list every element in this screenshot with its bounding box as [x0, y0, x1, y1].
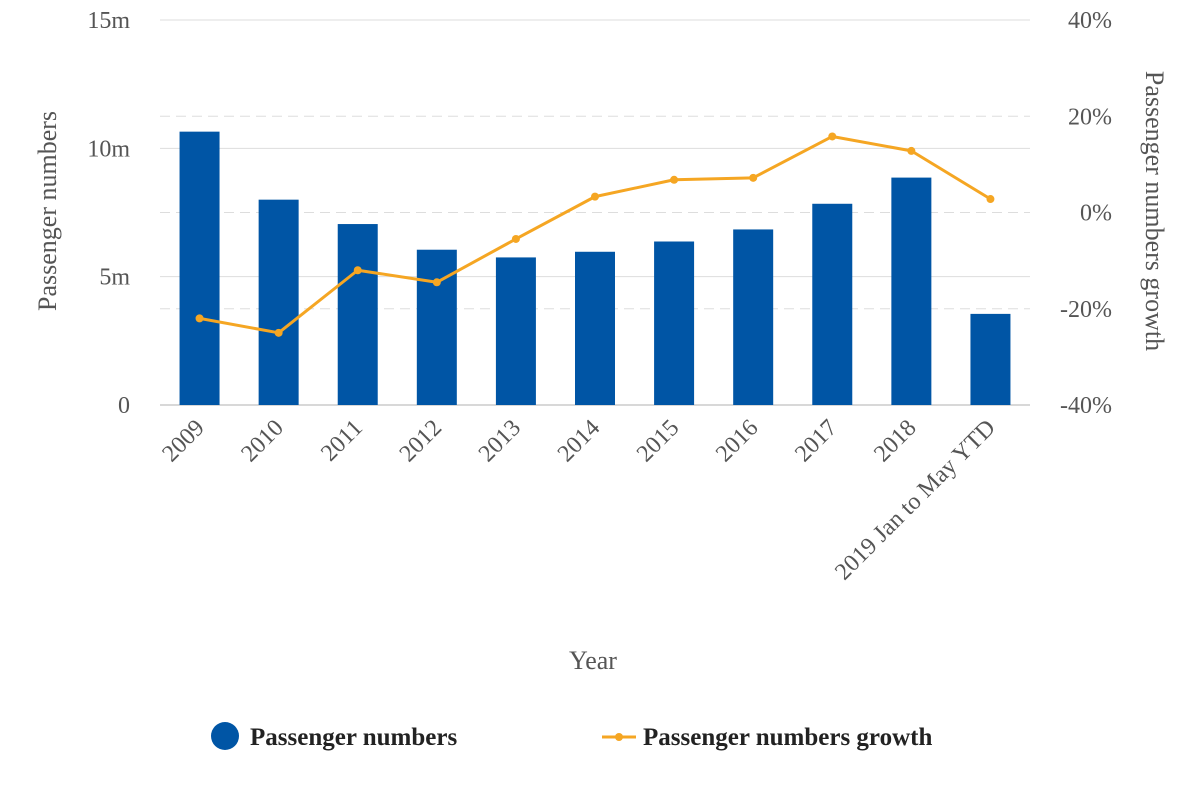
growth-point-2015 [670, 175, 679, 184]
bar-2017 [812, 203, 853, 405]
right-tick-40%: 40% [1068, 8, 1112, 34]
bar-2011 [337, 224, 378, 405]
line-series [195, 132, 995, 337]
x-tick-2019 Jan to May YTD: 2019 Jan to May YTD [830, 415, 1000, 585]
growth-point-2009 [195, 314, 204, 323]
x-tick-2015: 2015 [632, 415, 684, 467]
y-axis-left-title: Passenger numbers [33, 111, 62, 311]
bar-2016 [733, 229, 774, 405]
left-tick-10m: 10m [87, 136, 130, 162]
x-tick-2009: 2009 [157, 415, 209, 467]
legend-bar-swatch [211, 722, 239, 750]
legend: Passenger numbers Passenger numbers grow… [211, 722, 932, 751]
right-tick-0%: 0% [1080, 201, 1112, 227]
bar-series [179, 131, 1011, 405]
bar-2015 [654, 241, 695, 405]
legend-line-marker [615, 733, 623, 741]
x-tick-2011: 2011 [316, 415, 368, 467]
y-axis-right-title: Passenger numbers growth [1140, 71, 1169, 351]
x-tick-2014: 2014 [553, 415, 605, 467]
bar-2014 [575, 251, 615, 405]
growth-point-2010 [274, 328, 283, 337]
bar-2013 [495, 257, 536, 405]
right-tick--20%: -20% [1060, 297, 1112, 323]
bar-2010 [258, 199, 299, 405]
growth-point-2011 [353, 266, 362, 275]
growth-point-2019 Jan to May YTD [986, 195, 995, 204]
right-tick--40%: -40% [1060, 393, 1112, 419]
x-tick-2010: 2010 [237, 415, 289, 467]
x-tick-2016: 2016 [711, 415, 763, 467]
growth-point-2018 [907, 146, 916, 155]
x-axis-title: Year [569, 646, 617, 675]
bar-2019 Jan to May YTD [970, 313, 1011, 405]
x-tick-2017: 2017 [790, 415, 842, 467]
left-tick-15m: 15m [87, 8, 130, 34]
left-axis-ticks: 0 5m 10m 15m [87, 8, 130, 419]
right-tick-20%: 20% [1068, 104, 1112, 130]
growth-point-2016 [749, 173, 758, 182]
right-axis-ticks: -40% -20% 0% 20% 40% [1060, 8, 1112, 419]
bar-2018 [891, 177, 932, 405]
growth-point-2017 [828, 132, 837, 141]
growth-point-2012 [432, 278, 441, 287]
x-tick-2012: 2012 [395, 415, 447, 467]
growth-point-2014 [591, 192, 599, 201]
growth-point-2013 [511, 234, 520, 243]
x-tick-2018: 2018 [869, 415, 921, 467]
x-tick-2013: 2013 [474, 415, 526, 467]
bar-2009 [179, 131, 220, 405]
legend-line-label: Passenger numbers growth [643, 724, 932, 751]
left-tick-5m: 5m [99, 265, 130, 291]
legend-bar-label: Passenger numbers [250, 724, 457, 751]
left-tick-0: 0 [118, 393, 130, 419]
x-axis-ticks: 2009 2010 2011 2012 2013 2014 2015 2016 2017 2018… [157, 415, 1000, 585]
